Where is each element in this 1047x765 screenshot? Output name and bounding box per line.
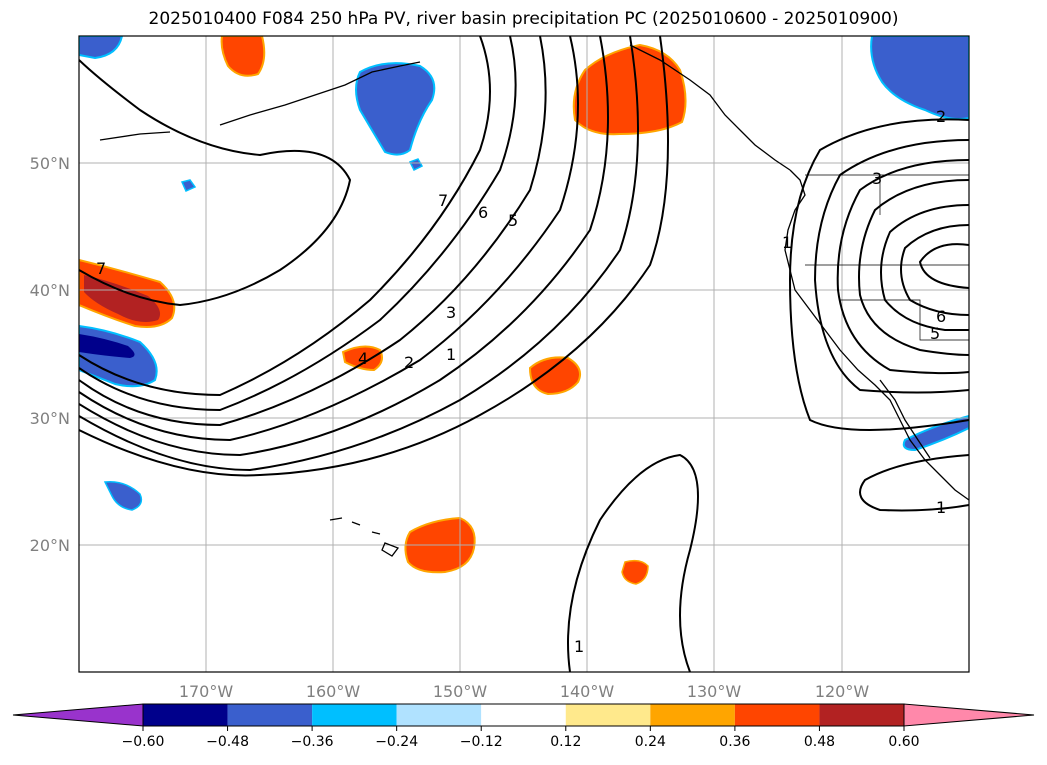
colorbar-tick-label: −0.48 (206, 734, 249, 750)
contour-label: 5 (930, 324, 940, 343)
colorbar-segments (12, 703, 1035, 727)
precip-negative-area (355, 62, 436, 156)
pv-contour (813, 139, 969, 394)
precip-negative-area (180, 179, 197, 192)
colorbar-tick-label: 0.12 (550, 734, 581, 750)
pv-contour (79, 36, 579, 442)
colorbar-segment (396, 704, 482, 726)
contour-label: 2 (404, 353, 414, 372)
coastlines (99, 44, 969, 557)
lon-tick-labels: 170°W 160°W 150°W 140°W 130°W 120°W (179, 682, 870, 701)
pv-contour (79, 36, 609, 457)
colorbar-frame (142, 703, 905, 727)
lat-tick-labels: 50°N 40°N 30°N 20°N (30, 154, 70, 555)
pv-contour (79, 36, 639, 472)
lon-tick-label: 160°W (306, 682, 361, 701)
colorbar-tick-label: −0.36 (291, 734, 334, 750)
colorbar-tick-label: −0.60 (122, 734, 165, 750)
north-america-coast (784, 169, 969, 501)
colorbar-segment (481, 704, 566, 726)
contour-label: 3 (872, 169, 882, 188)
colorbar-segment (565, 704, 651, 726)
contour-label: 1 (782, 233, 792, 252)
precip-strong-positive-area (84, 275, 161, 322)
lon-tick-label: 150°W (433, 682, 488, 701)
colorbar-tick-label: 0.48 (804, 734, 835, 750)
pv-contour (859, 454, 969, 512)
precip-positive-area (528, 356, 581, 396)
colorbar-segment (819, 704, 904, 726)
pv-contour (880, 204, 969, 331)
colorbar-segment (143, 704, 228, 726)
map-frame (78, 35, 970, 673)
contour-label: 4 (358, 349, 368, 368)
colorbar-segment (312, 704, 397, 726)
pv-contour (900, 224, 969, 316)
precip-positive-area (621, 559, 649, 585)
pv-contour (79, 36, 491, 397)
contour-label: 2 (936, 107, 946, 126)
alaska-coast (99, 44, 791, 171)
pv-contour (79, 36, 547, 427)
contour-label: 7 (96, 259, 106, 278)
contour-label: 6 (478, 203, 488, 222)
lat-tick-label: 40°N (30, 281, 70, 300)
pv-contour (858, 179, 969, 356)
pv-contour (788, 118, 969, 431)
colorbar-segment (227, 704, 313, 726)
colorbar: −0.60 −0.48 −0.36 −0.24 −0.12 0.12 0.24 0.36 0.4… (12, 703, 1035, 750)
precip-positive-area (220, 36, 266, 77)
colorbar-tick-label: −0.24 (375, 734, 418, 750)
precip-strong-negative-area (79, 334, 135, 358)
contour-label: 1 (936, 498, 946, 517)
lat-tick-label: 30°N (30, 409, 70, 428)
pv-contours (79, 36, 969, 672)
lon-tick-label: 170°W (179, 682, 234, 701)
pv-contour (79, 36, 517, 412)
lat-tick-label: 50°N (30, 154, 70, 173)
colorbar-tick-label: 0.36 (719, 734, 750, 750)
colorbar-extend-high (903, 703, 1035, 727)
lon-tick-label: 130°W (687, 682, 742, 701)
precip-negative-area (79, 36, 124, 60)
pv-contour (79, 36, 669, 477)
precip-negative-area (103, 481, 143, 511)
colorbar-segment (734, 704, 820, 726)
precip-negative-area (408, 158, 424, 172)
colorbar-ticks: −0.60 −0.48 −0.36 −0.24 −0.12 0.12 0.24 0.36 0.4… (122, 726, 920, 750)
lat-tick-label: 20°N (30, 536, 70, 555)
baja-coast (879, 379, 931, 459)
lon-tick-label: 140°W (560, 682, 615, 701)
contour-label: 6 (936, 307, 946, 326)
gridlines (79, 36, 969, 672)
pv-contour (836, 159, 969, 375)
colorbar-extend-low (12, 703, 144, 727)
pv-contour (918, 243, 969, 289)
colorbar-tick-label: 0.60 (888, 734, 919, 750)
colorbar-tick-label: 0.24 (635, 734, 666, 750)
contour-label: 1 (574, 637, 584, 656)
contour-labels: 7 6 5 3 2 1 4 7 1 2 3 6 5 1 1 (96, 107, 946, 656)
contour-label: 7 (438, 191, 448, 210)
colorbar-segment (650, 704, 735, 726)
lon-tick-label: 120°W (815, 682, 870, 701)
pv-contour (79, 59, 352, 307)
precip-negative-area (902, 414, 969, 452)
colorbar-tick-label: −0.12 (460, 734, 503, 750)
contour-label: 1 (446, 345, 456, 364)
map-title: 2025010400 F084 250 hPa PV, river basin … (148, 9, 899, 29)
contour-label: 5 (508, 211, 518, 230)
contour-label: 3 (446, 303, 456, 322)
precip-positive-area (572, 43, 687, 136)
hawaii-islands (329, 517, 400, 557)
pv-contour (567, 453, 699, 672)
